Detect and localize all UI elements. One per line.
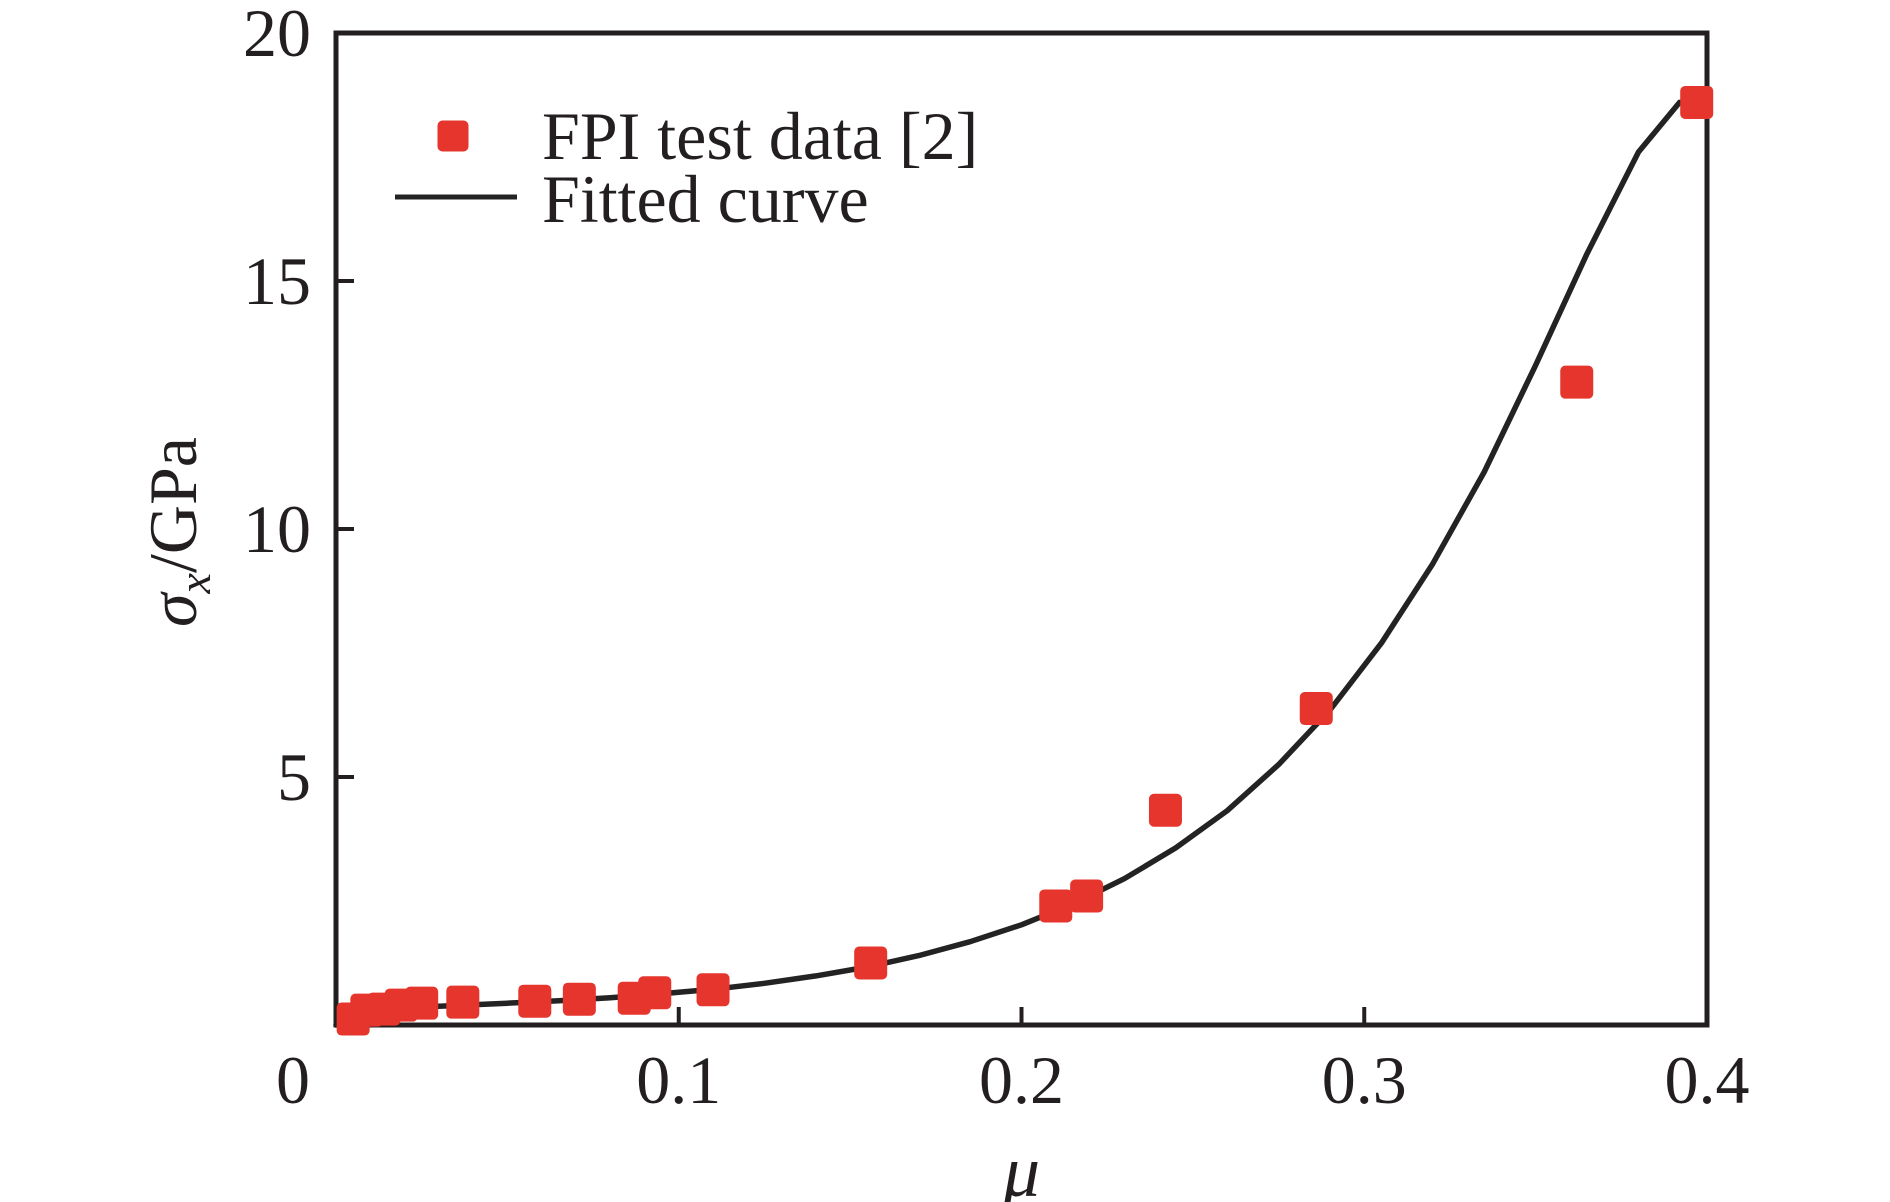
legend-label-fitted-curve: Fitted curve [542,161,869,237]
y-tick-label: 15 [243,243,311,319]
data-point-marker [562,982,596,1016]
y-axis-title-unit: /GPa [135,437,211,573]
legend-marker-square [437,120,469,152]
y-tick-label: 5 [277,739,311,815]
y-axis-title-subscript: x [169,572,220,594]
x-axis-title: μ [1002,1131,1040,1202]
x-tick-label: 0.3 [1322,1042,1407,1118]
data-point-marker [1148,793,1182,827]
legend-label-test-data: FPI test data [2] [542,98,978,174]
data-point-marker [1039,889,1073,923]
legend: FPI test data [2]Fitted curve [395,98,978,237]
data-point-marker [1560,365,1594,399]
data-point-marker [638,976,672,1010]
x-tick-label: 0.1 [636,1042,721,1118]
data-point-marker [696,973,730,1007]
x-tick-label: 0.4 [1665,1042,1750,1118]
data-point-marker [1299,692,1333,726]
x-tick-label: 0.2 [979,1042,1064,1118]
y-tick-label: 20 [243,0,311,71]
data-point-marker [405,986,439,1020]
x-tick-label: 0 [276,1042,310,1118]
fitted-curve-line [333,99,1683,1028]
plot-border [333,30,1710,1028]
y-tick-label: 10 [243,491,311,567]
data-point-marker [518,984,552,1018]
data-point-marker [1680,85,1714,119]
data-point-marker [1070,879,1104,913]
y-axis-title: σx/GPa [135,437,220,627]
data-point-marker [446,985,480,1019]
y-axis-title-symbol: σ [135,591,211,627]
data-point-marker [854,946,888,980]
